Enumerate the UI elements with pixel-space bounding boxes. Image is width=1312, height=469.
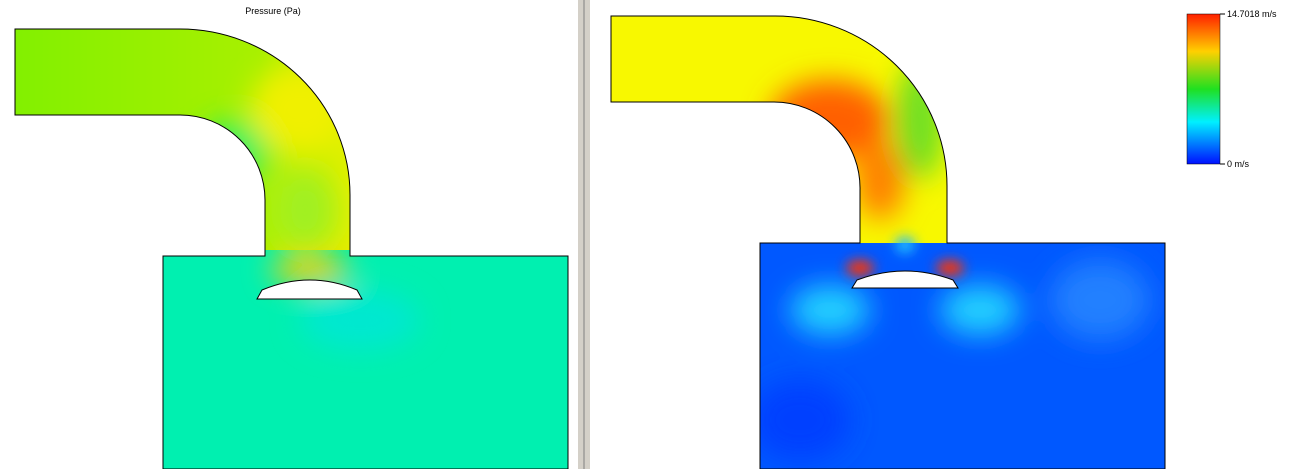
legend-max: 14.7018 m/s (1227, 9, 1277, 19)
geometry-outline (610, 15, 1166, 469)
pressure-field (15, 29, 568, 469)
obstacle (851, 270, 959, 289)
legend-min: 0 m/s (1227, 159, 1250, 169)
color-bar (1186, 13, 1221, 165)
geometry-outline (14, 28, 569, 469)
pressure-title: Pressure (Pa) (245, 6, 301, 16)
obstacle (256, 279, 363, 300)
